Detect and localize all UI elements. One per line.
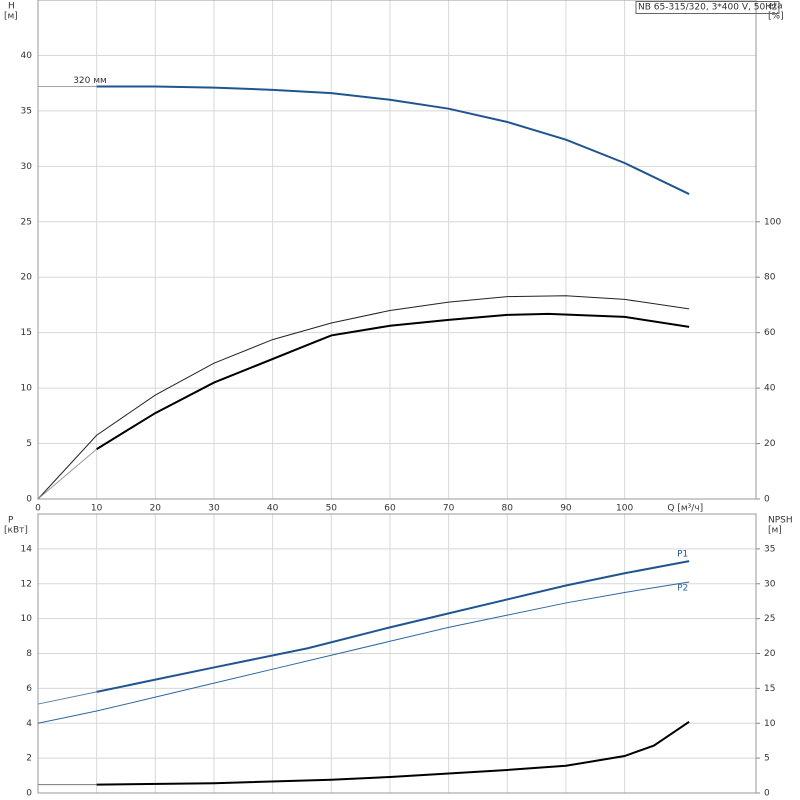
curve [96, 85, 690, 195]
annotation: 320 мм [73, 76, 107, 86]
y-tick-label: 2 [26, 754, 32, 764]
curve [96, 312, 690, 450]
y-tick-label: 30 [21, 162, 33, 172]
curve [37, 448, 97, 500]
x-tick-label: 90 [560, 504, 572, 514]
series-label: P1 [677, 550, 688, 560]
y-tick-label: 12 [21, 579, 32, 589]
y2-tick-label: 5 [764, 754, 770, 764]
y-axis-unit: [кВт] [4, 526, 28, 536]
y2-axis-unit: [%] [768, 12, 784, 22]
y-axis-label: H [8, 2, 15, 12]
x-tick-label: 50 [326, 504, 338, 514]
x-tick-label: 30 [208, 504, 220, 514]
curve [96, 560, 690, 693]
x-tick-label: 60 [384, 504, 396, 514]
x-tick-label: 10 [91, 504, 103, 514]
chart-title: NB 65-315/320, 3*400 V, 50Hz [638, 3, 777, 13]
x-tick-label: 20 [150, 504, 162, 514]
y-tick-label: 0 [26, 495, 32, 505]
curve [37, 581, 690, 724]
y2-axis-label: NPSH [768, 516, 793, 526]
y2-tick-label: 40 [764, 384, 776, 394]
y-tick-label: 35 [21, 106, 32, 116]
y-tick-label: 14 [21, 544, 33, 554]
x-tick-label: 80 [502, 504, 514, 514]
x-axis-label: Q [м³/ч] [667, 504, 703, 514]
y-tick-label: 5 [26, 439, 32, 449]
y2-tick-label: 35 [764, 544, 775, 554]
y2-axis-unit: [м] [768, 526, 782, 536]
y-tick-label: 6 [26, 684, 32, 694]
y-axis-unit: [м] [4, 12, 18, 22]
plot-frame [37, 0, 757, 500]
x-tick-label: 70 [443, 504, 455, 514]
y2-axis-label: eta [768, 2, 783, 12]
y-tick-label: 4 [26, 719, 32, 729]
y2-tick-label: 15 [764, 684, 775, 694]
x-tick-label: 0 [35, 504, 41, 514]
y-tick-label: 15 [21, 328, 32, 338]
x-tick-label: 40 [267, 504, 279, 514]
title-box [635, 1, 780, 14]
y2-tick-label: 100 [764, 217, 781, 227]
y-tick-label: 10 [21, 614, 33, 624]
y2-tick-label: 0 [764, 495, 770, 505]
curve [96, 721, 690, 786]
y-tick-label: 25 [21, 217, 32, 227]
curve [37, 691, 97, 705]
curve [37, 295, 690, 500]
y2-tick-label: 20 [764, 439, 776, 449]
y2-tick-label: 25 [764, 614, 775, 624]
y2-tick-label: 20 [764, 649, 776, 659]
y2-tick-label: 80 [764, 273, 776, 283]
y-axis-label: P [8, 516, 14, 526]
y2-tick-label: 30 [764, 579, 776, 589]
y-tick-label: 40 [21, 51, 33, 61]
series-label: P2 [677, 584, 688, 594]
y2-tick-label: 60 [764, 328, 776, 338]
y-tick-label: 20 [21, 273, 33, 283]
plot-frame [37, 513, 757, 794]
y2-tick-label: 10 [764, 719, 776, 729]
y-tick-label: 0 [26, 789, 32, 799]
y-tick-label: 10 [21, 384, 33, 394]
y2-tick-label: 0 [764, 789, 770, 799]
y-tick-label: 8 [26, 649, 32, 659]
x-tick-label: 100 [616, 504, 633, 514]
